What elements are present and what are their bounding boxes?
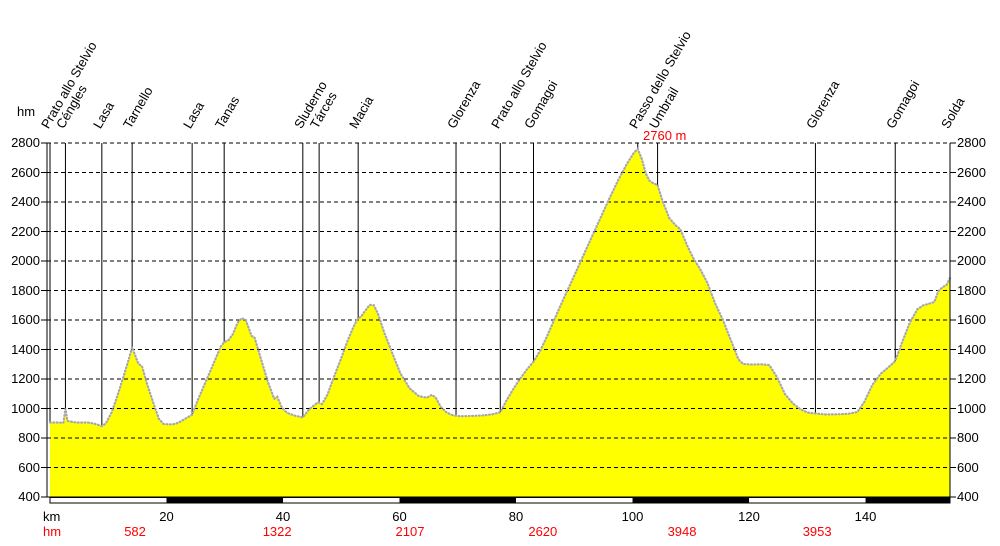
y-axis-label-right-2800: 2800 [957,135,986,150]
y-axis-unit-label: hm [17,104,36,119]
climb-row-unit-label: hm [43,524,62,539]
y-axis-label-right-800: 800 [957,430,979,445]
peak-elevation-annotation: 2760 m [643,128,687,143]
x-axis-label-40: 40 [275,509,291,524]
y-axis-label-right-1800: 1800 [957,282,986,298]
y-axis-label-right-1400: 1400 [957,341,986,357]
y-axis-label-left-2800: 2800 [11,135,40,150]
y-axis-label-left-2200: 2200 [11,223,40,239]
y-axis-label-right-1200: 1200 [957,371,986,386]
y-axis-label-right-2400: 2400 [957,194,986,209]
y-axis-label-left-1600: 1600 [11,312,40,327]
x-axis-label-100: 100 [621,509,644,524]
profile-outline [48,146,952,428]
climb-value: 582 [124,524,146,539]
scale-bar-black-segment [632,497,750,503]
y-axis-label-left-2400: 2400 [11,194,40,209]
climb-value: 3948 [667,524,697,539]
x-axis-unit-label: km [43,509,61,524]
y-axis-label-left-1400: 1400 [11,341,40,357]
climb-value: 1322 [262,524,292,539]
y-axis-label-left-600: 600 [18,459,40,475]
scale-bar-black-segment [399,497,517,503]
y-axis-label-right-2600: 2600 [957,164,986,180]
y-axis-label-left-800: 800 [18,430,40,445]
y-axis-label-left-2000: 2000 [11,253,40,268]
x-axis-label-20: 20 [159,509,174,524]
x-axis-label-80: 80 [508,509,524,524]
climb-value: 2107 [395,524,425,539]
y-axis-label-left-1200: 1200 [11,371,40,386]
scale-bar-black-segment [865,497,950,503]
climb-value: 2620 [528,524,558,539]
y-axis-label-right-1600: 1600 [957,312,986,327]
climb-value: 3953 [802,524,832,539]
y-axis-label-left-1800: 1800 [11,282,40,298]
profile-area-fill [50,148,950,497]
y-axis-label-right-600: 600 [957,459,979,475]
y-axis-label-right-1000: 1000 [957,400,986,416]
scale-bar-black-segment [166,497,284,503]
y-axis-label-left-2600: 2600 [11,164,40,180]
y-axis-label-right-400: 400 [957,489,979,504]
x-axis-label-140: 140 [854,509,877,524]
x-axis-label-120: 120 [738,509,760,524]
y-axis-label-right-2200: 2200 [957,223,986,239]
x-axis-label-60: 60 [392,509,407,524]
y-axis-label-left-1000: 1000 [11,400,40,416]
y-axis-label-right-2000: 2000 [957,253,986,268]
y-axis-label-left-400: 400 [18,489,40,504]
